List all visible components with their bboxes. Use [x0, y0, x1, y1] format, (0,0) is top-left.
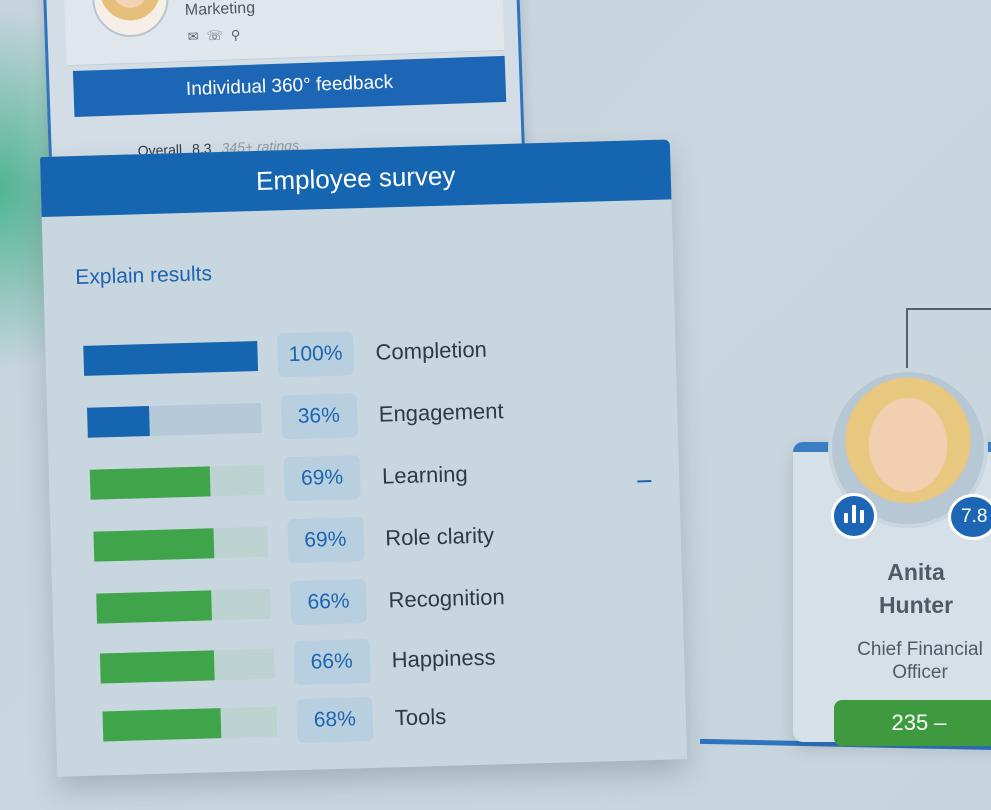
progress-track — [83, 341, 259, 376]
employee-title: Chief Financial Officer — [840, 638, 991, 684]
progress-track — [99, 648, 275, 684]
explain-results-link[interactable]: Explain results — [75, 262, 213, 290]
progress-track — [86, 402, 262, 438]
metric-row[interactable]: 36% Engagement — [86, 388, 504, 446]
collapse-icon[interactable] — [637, 480, 652, 483]
metric-label: Role clarity — [384, 522, 495, 551]
bar-chart-icon[interactable] — [831, 493, 877, 539]
metric-row[interactable]: 100% Completion — [83, 327, 487, 384]
progress-fill — [99, 650, 216, 684]
percent-badge: 69% — [286, 517, 364, 564]
progress-track — [96, 588, 271, 624]
progress-fill — [83, 341, 259, 376]
progress-track — [92, 526, 268, 562]
progress-fill — [86, 406, 150, 438]
metric-label: Tools — [394, 703, 447, 731]
org-connector-horizontal — [906, 308, 991, 310]
progress-fill — [89, 466, 211, 500]
employee-name: Anita Hunter — [848, 556, 984, 622]
reports-count-button[interactable]: 235 – — [834, 700, 991, 746]
progress-fill — [102, 708, 222, 742]
location-pin-icon[interactable]: ⚲ — [230, 27, 241, 43]
mail-icon[interactable]: ✉ — [187, 28, 199, 44]
metric-row[interactable]: 69% Learning — [89, 451, 469, 508]
metric-label: Engagement — [378, 398, 504, 427]
contact-icons: ✉ ☏ ⚲ — [187, 27, 240, 45]
percent-badge: 66% — [289, 579, 368, 626]
phone-icon[interactable]: ☏ — [206, 27, 224, 44]
percent-badge: 68% — [296, 696, 374, 744]
percent-badge: 66% — [293, 638, 371, 686]
employee-first-name: Anita — [887, 559, 945, 585]
feedback-360-label: Individual 360° feedback — [185, 71, 394, 101]
employee-last-name: Hunter — [878, 592, 954, 618]
progress-fill — [96, 590, 212, 624]
metric-row[interactable]: 68% Tools — [102, 694, 447, 750]
metric-label: Completion — [375, 336, 488, 365]
progress-fill — [92, 528, 214, 562]
profile-header: Marketing ✉ ☏ ⚲ — [62, 0, 505, 67]
employee-title-line1: Chief Financial — [857, 639, 983, 660]
progress-track — [102, 706, 278, 742]
percent-badge: 36% — [280, 393, 358, 440]
feedback-360-button[interactable]: Individual 360° feedback — [72, 55, 507, 117]
progress-track — [89, 464, 265, 500]
metric-label: Recognition — [388, 584, 505, 613]
metric-label: Happiness — [391, 644, 496, 673]
org-connector-vertical — [906, 308, 908, 378]
employee-survey-card: Employee survey Explain results 100% Comp… — [40, 139, 688, 777]
percent-badge: 100% — [277, 331, 355, 378]
survey-title: Employee survey — [255, 159, 456, 196]
profile-department: Marketing — [184, 0, 256, 20]
score-badge[interactable]: 7.8 — [948, 494, 991, 540]
metric-row[interactable]: 66% Happiness — [99, 634, 496, 691]
percent-badge: 69% — [283, 455, 361, 502]
metric-row[interactable]: 69% Role clarity — [92, 512, 495, 569]
avatar[interactable] — [91, 0, 170, 39]
metric-label: Learning — [381, 461, 468, 489]
metric-row[interactable]: 66% Recognition — [96, 574, 505, 631]
employee-title-line2: Officer — [892, 662, 948, 683]
